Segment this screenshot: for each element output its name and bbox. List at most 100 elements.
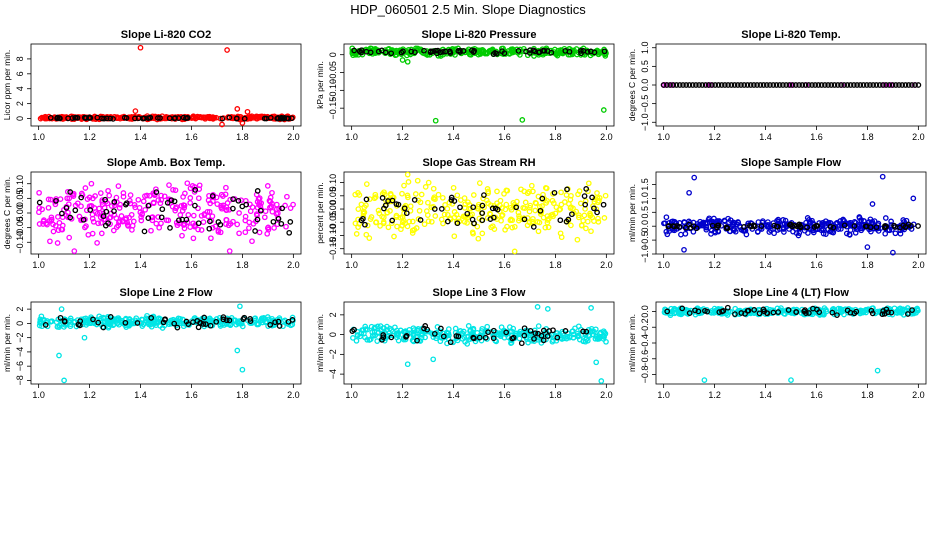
panel-2-point [526,50,533,56]
panel-6-point [700,219,707,226]
panel-6-point [809,217,815,224]
panel-2-point [557,49,564,56]
panel-7-point [143,318,150,325]
panel-3-point [731,82,738,88]
panel-6-point [663,214,670,221]
panel-5-point [423,208,430,214]
panel-1-point [69,115,76,121]
panel-5-point [530,224,537,230]
panel-7-series-all [36,303,296,384]
panel-6-point [843,230,850,237]
panel-2-point [440,48,446,55]
panel-4-point [40,221,46,227]
panel-4-title: Slope Amb. Box Temp. [107,157,226,169]
panel-8-outlier-point [588,305,594,311]
panel-4-point [179,232,185,239]
panel-2-point [499,48,505,55]
panel-1-point [288,115,295,122]
panel-5-point [484,215,491,221]
panel-8-point [410,330,417,337]
panel-6-point [723,225,730,231]
panel-7-series-selected [42,314,296,331]
panel-5-point [389,217,396,224]
panel-4-point [264,183,271,189]
panel-4-point [66,195,73,202]
panel-8-point [380,332,387,338]
panel-7-point [174,324,181,331]
panel-1-ylabel: Licor ppm per min. [2,50,12,120]
panel-6-point [766,229,773,235]
panel-3-xtick-label: 2.0 [912,132,925,142]
panel-4-point [150,199,157,206]
panel-9-point [760,306,767,313]
panel-5-point [355,224,361,230]
panel-7-point [122,319,129,326]
panel-3-point [851,82,857,88]
panel-5-point [454,192,461,199]
panel-8-point [540,337,547,344]
panel-4-point [209,213,216,220]
panel-5-xtick-label: 2.0 [600,260,613,270]
panel-1-point [74,114,81,121]
panel-5-point [600,201,607,208]
panel-5-point [479,217,486,224]
panel-6-point [869,219,876,225]
panel-4-point [159,206,166,213]
panel-5-point [366,196,373,202]
panel-2-xtick-label: 2.0 [600,132,613,142]
panel-5-point [388,220,395,227]
panel-2-xtick-label: 1.0 [345,132,358,142]
panel-5-point [533,200,539,207]
panel-9-title: Slope Line 4 (LT) Flow [733,287,849,299]
panel-5-point [601,215,608,221]
panel-5-point [508,206,515,213]
panel-4-point [195,195,202,202]
panel-4-point [92,193,98,199]
panel-5-ytick-label: 0.10 [328,174,338,192]
panel-5-point [353,231,360,237]
panel-5-point [515,209,522,216]
panel-3-point [815,82,822,88]
panel-3-point [905,82,912,88]
panel-9-point [699,308,705,315]
panel-5-point [499,212,505,219]
panel-6-point [856,214,863,220]
panel-4-xtick-label: 1.8 [236,260,249,270]
panel-3-point [760,82,767,88]
panel-5-point [526,188,532,195]
panel-6-outlier-point [691,174,698,181]
panel-8-point [447,339,454,346]
panel-1-plot-frame [30,43,302,127]
panel-4-point [223,184,229,191]
panel-7-point [107,314,114,320]
panel-7-point [195,324,202,331]
panel-6-point [839,222,845,229]
panel-8: Slope Line 3 Flow ml/min per min. 2 0 −2 −4 1.… [315,287,615,400]
panel-1-point [155,115,161,121]
panel-4-point [220,202,227,209]
panel-2-point [375,48,382,55]
panel-5-point [595,215,601,222]
panel-2-point [421,47,427,54]
panel-3-point [812,82,819,88]
panel-6-xtick-label: 1.8 [861,260,874,270]
panel-6-point [758,226,765,232]
panel-5-point [375,207,382,214]
panel-7-point [197,319,204,326]
panel-5-point [380,214,387,221]
panel-6-point [852,229,859,236]
panel-5-point [360,215,366,222]
panel-8-point [414,337,420,344]
panel-5-point [470,204,477,211]
panel-5-point [544,213,551,219]
panel-4-point [47,196,54,203]
panel-9-series-all [661,305,921,383]
panel-5-point [376,210,383,217]
panel-9-point [909,307,915,313]
panel-6-point [791,222,798,229]
panel-7-point [38,313,45,320]
panel-7-point [220,316,227,323]
panel-4-point [192,202,198,209]
panel-1-outlier-point [219,121,225,128]
